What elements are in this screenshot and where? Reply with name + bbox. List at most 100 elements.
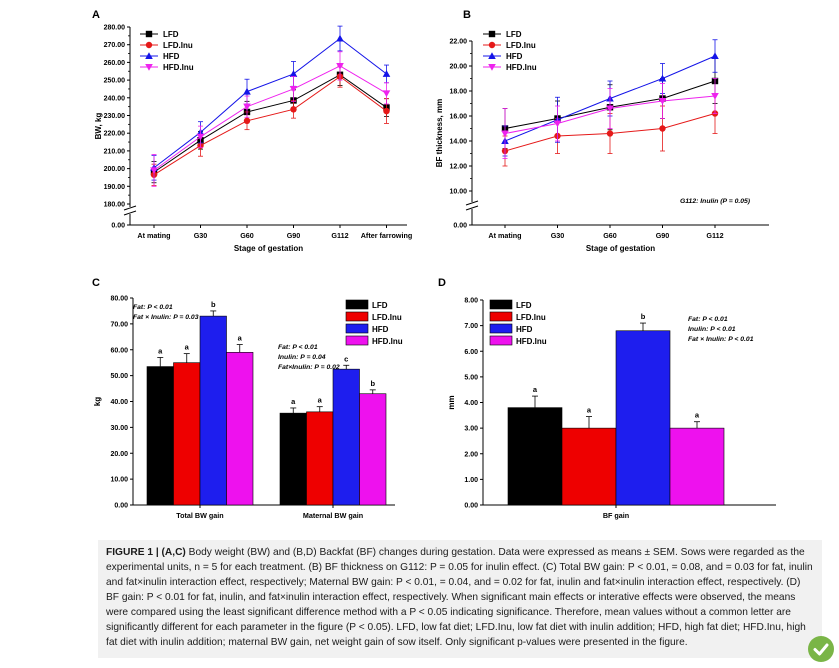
bar [173,362,201,506]
data-point [150,167,158,175]
y-tick-label: 6.00 [464,349,478,356]
legend-label: HFD.Inu [372,337,403,346]
panel-letter: D [438,277,446,289]
panel-letter: A [92,9,100,21]
legend-label: LFD.Inu [372,313,402,322]
data-point [553,120,562,128]
y-tick-label: 4.00 [464,400,478,407]
y-tick-label: 0.00 [453,223,467,230]
y-tick-label: 50.00 [110,373,128,380]
data-point [289,85,298,93]
significance-letter: a [533,385,538,394]
y-tick-label: 20.00 [110,451,128,458]
legend-marker [145,52,153,59]
x-tick-label: At mating [137,231,170,240]
significance-letter: b [370,379,375,388]
data-point [711,52,719,59]
y-tick-label: 30.00 [110,425,128,432]
y-axis-label: BF thickness, mm [435,99,444,167]
legend-swatch [345,311,369,322]
y-tick-label: 20.00 [449,64,467,71]
y-tick-label: 60.00 [110,347,128,354]
bar [507,407,563,506]
x-tick-label: At mating [488,231,521,240]
series-line [153,74,387,173]
y-tick-label: 280.00 [104,25,126,32]
annotation: Fat × Inulin: P = 0.03 [133,314,199,321]
data-point [243,87,251,95]
y-axis-label: mm [447,395,456,409]
annotation: Fat: P < 0.01 [278,344,318,351]
legend-swatch [345,335,369,346]
data-point [711,93,719,100]
bar [306,411,334,506]
significance-letter: a [318,396,323,405]
x-tick-label: Maternal BW gain [303,511,363,520]
panel-d: D 0.00 1.00 2.00 3.00 4.00 5.00 6.00 7.00 8.00 mm B… [438,277,776,520]
significance-letter: a [238,334,243,343]
annotation: Inulin: P = 0.04 [278,354,326,361]
legend-label: LFD [372,301,388,310]
significance-letter: c [344,354,348,363]
x-axis-label: Stage of gestation [234,244,303,253]
data-point [382,90,391,98]
check-shield-icon[interactable] [808,636,834,662]
data-point [658,74,667,82]
panel-c: C 0.00 10.00 20.00 30.00 40.00 50.00 60.00 70.00… [92,277,403,520]
y-tick-label: 10.00 [110,477,128,484]
y-tick-label: 12.00 [449,164,467,171]
legend-marker [488,41,496,49]
x-axis-label: Stage of gestation [586,244,655,253]
legend-label: LFD [506,30,522,39]
y-tick-label: 14.00 [449,139,467,146]
annotation: Fat: P < 0.01 [688,316,728,323]
legend-swatch [489,311,513,322]
legend-marker [145,30,153,38]
panel-letter: B [463,9,471,21]
legend-swatch [489,323,513,334]
bar [279,412,307,506]
y-tick-label: 270.00 [104,42,126,49]
check-icon [813,643,829,656]
y-axis-label: kg [93,397,102,406]
bar [199,315,227,506]
x-tick-label: G30 [551,231,565,240]
bar [146,366,174,506]
y-tick-label: 260.00 [104,60,126,67]
x-tick-label: After farrowing [361,231,413,240]
data-point [659,125,666,132]
bar [615,330,671,506]
y-tick-label: 1.00 [464,477,478,484]
significance-letter: b [211,300,216,309]
significance-letter: b [641,312,646,321]
bar [332,368,360,506]
legend-label: LFD [516,301,532,310]
legend-marker [145,41,153,49]
figure-caption: FIGURE 1 | (A,C) Body weight (BW) and (B… [98,540,822,658]
data-point [336,62,344,70]
data-point [196,133,205,141]
legend-swatch [489,299,513,310]
y-tick-label: 180.00 [104,202,126,209]
panel-letter: C [92,277,100,289]
y-tick-label: 5.00 [464,374,478,381]
y-tick-label: 70.00 [110,321,128,328]
caption-body: Body weight (BW) and (B,D) Backfat (BF) … [106,547,813,648]
y-tick-label: 2.00 [464,451,478,458]
legend-marker [488,52,496,59]
legend-label: HFD.Inu [516,337,547,346]
data-point [383,107,390,115]
data-point [243,117,251,125]
axis-break-mark [123,205,137,211]
x-tick-label: G60 [240,231,254,240]
series-line [153,65,387,171]
y-tick-label: 22.00 [449,39,467,46]
legend-swatch [489,335,513,346]
x-tick-label: G112 [706,231,723,240]
legend-label: HFD [372,325,389,334]
panel-a: A 0.00 180.00 190.00 200.00 210.00 220.00 230.0… [92,9,412,253]
axis-break-mark [465,205,479,211]
y-tick-label: 80.00 [110,296,128,303]
y-tick-label: 250.00 [104,78,126,85]
y-tick-label: 240.00 [104,95,126,102]
